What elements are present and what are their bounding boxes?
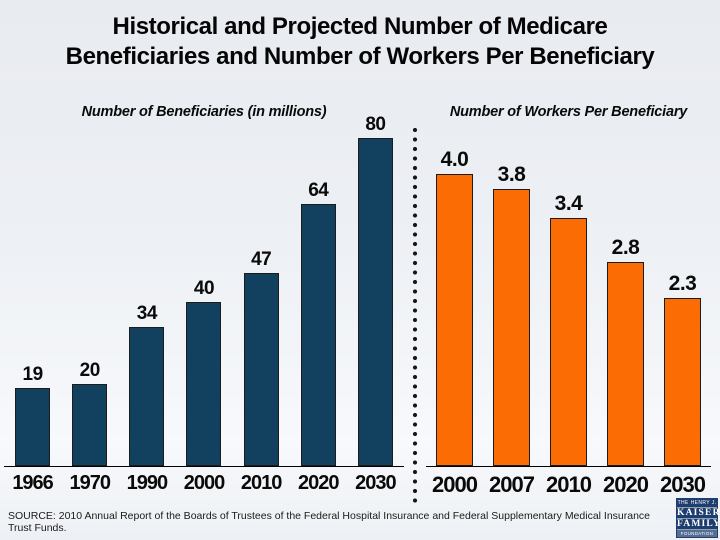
bar-column: 3.8 — [483, 163, 540, 466]
kff-logo-foundation-text: FOUNDATION — [677, 530, 717, 537]
bar-value-label: 4.0 — [440, 148, 469, 171]
bar-value-label: 80 — [365, 114, 386, 135]
x-axis-label: 2007 — [489, 472, 535, 497]
bar-column: 34 — [118, 303, 175, 466]
x-axis-label: 2000 — [183, 472, 226, 494]
beneficiaries-chart-panel: Number of Beneficiaries (in millions) 19… — [4, 104, 404, 495]
workers-chart-panel: Number of Workers Per Beneficiary 4.0 3.8… — [426, 104, 711, 498]
bar-column: 80 — [347, 114, 404, 466]
x-axis-label: 2020 — [603, 472, 649, 497]
bar-column: 4.0 — [426, 148, 483, 466]
bar-value-label: 47 — [251, 249, 272, 270]
bar-value-label: 3.4 — [554, 192, 583, 215]
workers-chart-title: Number of Workers Per Beneficiary — [449, 104, 688, 120]
bar-column: 40 — [175, 278, 232, 466]
bar-value-label: 2.8 — [611, 236, 640, 259]
bar-2000 — [436, 174, 473, 466]
beneficiaries-plot: 19 20 34 40 47 64 80 — [4, 114, 404, 467]
x-axis-label: 1990 — [126, 472, 169, 494]
bar-2010 — [243, 273, 279, 466]
x-axis-label: 2030 — [660, 472, 706, 497]
bar-1970 — [72, 384, 108, 466]
bar-value-label: 34 — [136, 303, 158, 324]
bar-2030 — [357, 138, 393, 466]
x-axis-label: 2010 — [240, 472, 283, 494]
bar-value-label: 20 — [79, 360, 101, 381]
bar-2020 — [300, 204, 336, 466]
kff-logo-top-text: THE HENRY J. — [677, 500, 717, 508]
bar-value-label: 64 — [308, 180, 329, 201]
bar-2020 — [607, 262, 644, 466]
bar-value-label: 3.8 — [497, 163, 526, 186]
beneficiaries-chart-title: Number of Beneficiaries (in millions) — [81, 104, 327, 120]
bar-value-label: 19 — [22, 364, 44, 385]
bar-column: 2.8 — [597, 236, 654, 466]
x-axis-label: 2020 — [298, 472, 340, 494]
page-title: Historical and Projected Number of Medic… — [0, 12, 720, 72]
bar-column: 47 — [233, 249, 290, 466]
page-title-line-1: Historical and Projected Number of Medic… — [112, 13, 608, 40]
x-axis-label: 2000 — [432, 472, 478, 497]
beneficiaries-x-axis: 1966 1970 1990 2000 2010 2020 2030 — [4, 472, 404, 495]
kff-logo-kaiser-text: KAISER — [677, 508, 720, 519]
kff-foundation-logo: THE HENRY J. KAISER FAMILY FOUNDATION — [676, 498, 720, 538]
dotted-divider — [412, 126, 418, 504]
bar-2000 — [186, 302, 222, 466]
x-axis-label: 2010 — [546, 472, 592, 497]
bar-column: 20 — [61, 360, 118, 466]
workers-plot: 4.0 3.8 3.4 2.8 2.3 — [426, 132, 711, 467]
bar-column: 2.3 — [654, 272, 711, 466]
bar-column: 3.4 — [540, 192, 597, 466]
bar-value-label: 40 — [193, 278, 215, 299]
x-axis-label: 1970 — [69, 472, 111, 494]
page-title-line-2: Beneficiaries and Number of Workers Per … — [65, 43, 655, 70]
workers-x-axis: 2000 2007 2010 2020 2030 — [426, 472, 711, 498]
x-axis-label: 1966 — [12, 472, 54, 494]
bar-column: 19 — [4, 364, 61, 466]
bar-1990 — [129, 327, 165, 466]
bar-2030 — [664, 298, 701, 466]
x-axis-label: 2030 — [355, 472, 397, 494]
kff-logo-family-text: FAMILY — [677, 519, 720, 530]
bar-value-label: 2.3 — [668, 272, 697, 295]
source-note: SOURCE: 2010 Annual Report of the Boards… — [8, 510, 651, 534]
bar-column: 64 — [290, 180, 347, 466]
bar-1966 — [15, 388, 51, 466]
bar-2010 — [550, 218, 587, 466]
bar-2007 — [493, 189, 530, 466]
